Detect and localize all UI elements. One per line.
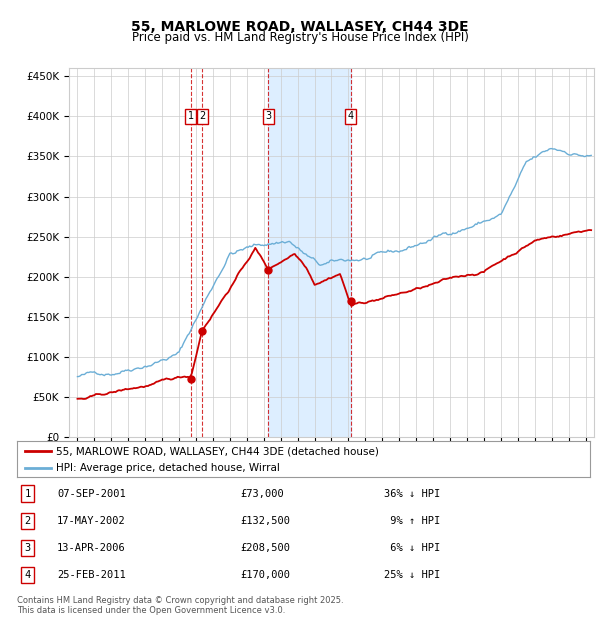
Text: 4: 4 — [25, 570, 31, 580]
Text: 2: 2 — [25, 516, 31, 526]
Text: Price paid vs. HM Land Registry's House Price Index (HPI): Price paid vs. HM Land Registry's House … — [131, 31, 469, 44]
Text: 3: 3 — [265, 112, 272, 122]
Text: 55, MARLOWE ROAD, WALLASEY, CH44 3DE (detached house): 55, MARLOWE ROAD, WALLASEY, CH44 3DE (de… — [56, 446, 379, 456]
Text: 3: 3 — [25, 543, 31, 553]
Text: 13-APR-2006: 13-APR-2006 — [57, 543, 126, 553]
Text: Contains HM Land Registry data © Crown copyright and database right 2025.
This d: Contains HM Land Registry data © Crown c… — [17, 596, 343, 615]
Text: £170,000: £170,000 — [240, 570, 290, 580]
Text: £208,500: £208,500 — [240, 543, 290, 553]
Text: 25% ↓ HPI: 25% ↓ HPI — [384, 570, 440, 580]
Text: 4: 4 — [348, 112, 354, 122]
Text: 17-MAY-2002: 17-MAY-2002 — [57, 516, 126, 526]
Text: £73,000: £73,000 — [240, 489, 284, 498]
Text: 36% ↓ HPI: 36% ↓ HPI — [384, 489, 440, 498]
Text: £132,500: £132,500 — [240, 516, 290, 526]
Text: 9% ↑ HPI: 9% ↑ HPI — [384, 516, 440, 526]
Text: HPI: Average price, detached house, Wirral: HPI: Average price, detached house, Wirr… — [56, 463, 280, 472]
Text: 55, MARLOWE ROAD, WALLASEY, CH44 3DE: 55, MARLOWE ROAD, WALLASEY, CH44 3DE — [131, 20, 469, 34]
Bar — [268, 68, 351, 437]
Text: 1: 1 — [25, 489, 31, 498]
Text: 6% ↓ HPI: 6% ↓ HPI — [384, 543, 440, 553]
Text: 07-SEP-2001: 07-SEP-2001 — [57, 489, 126, 498]
Text: 1: 1 — [188, 112, 194, 122]
Text: 2: 2 — [199, 112, 205, 122]
Text: 25-FEB-2011: 25-FEB-2011 — [57, 570, 126, 580]
